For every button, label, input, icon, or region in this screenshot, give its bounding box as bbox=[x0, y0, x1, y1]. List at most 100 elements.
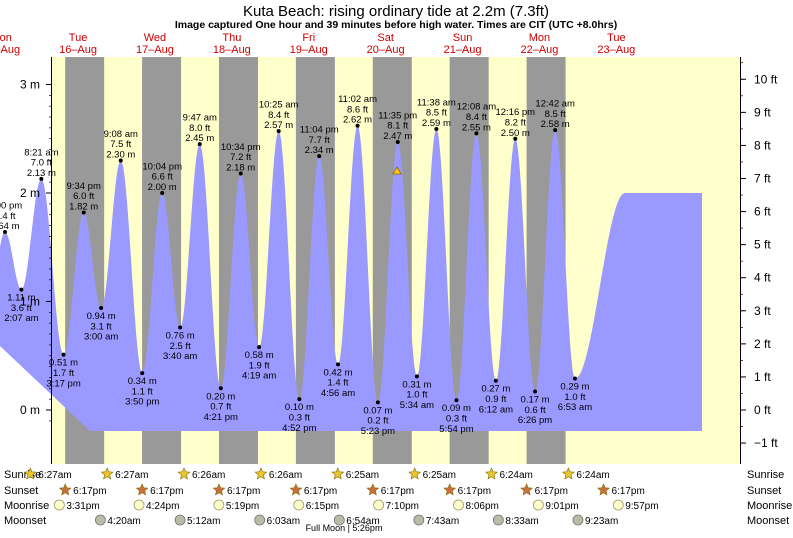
day-date: 15–Aug bbox=[0, 44, 20, 56]
right-axis-tick-label: −1 ft bbox=[754, 436, 778, 450]
sunrise-time: 6:26am bbox=[269, 470, 302, 481]
right-axis-tick-label: 3 ft bbox=[754, 304, 771, 318]
high-tide-point bbox=[553, 128, 558, 133]
high-tide-point bbox=[395, 140, 400, 145]
moonset-icon bbox=[492, 514, 504, 526]
high-tide-ft: 8.2 ft bbox=[505, 117, 526, 128]
moonset-time: 7:43am bbox=[426, 516, 459, 527]
low-tide-point bbox=[99, 306, 104, 311]
high-tide-time: 12:08 am bbox=[457, 102, 497, 113]
sunrise-icon bbox=[485, 467, 498, 480]
moonrise-time: 5:19pm bbox=[226, 501, 259, 512]
sunrise-time: 6:27am bbox=[115, 470, 148, 481]
low-tide-m: 0.42 m bbox=[323, 367, 352, 378]
sunrise-icon bbox=[254, 467, 268, 480]
day-name: Wed bbox=[144, 32, 166, 44]
moonrise-icon bbox=[532, 499, 544, 511]
moonrise-icon bbox=[612, 499, 624, 511]
low-tide-m: 0.31 m bbox=[402, 379, 431, 390]
day-name: Tue bbox=[69, 32, 88, 44]
low-tide-point bbox=[178, 325, 183, 330]
high-tide-ft: 8.4 ft bbox=[268, 110, 289, 121]
sunrise-icon bbox=[408, 467, 422, 480]
high-tide-m: 2.13 m bbox=[27, 168, 56, 179]
low-tide-ft: 1.0 ft bbox=[406, 390, 427, 401]
high-tide-time: 12:42 am bbox=[535, 98, 575, 109]
low-tide-ft: 1.1 ft bbox=[132, 386, 153, 397]
sunrise-icon bbox=[23, 467, 37, 480]
low-tide-time: 6:26 pm bbox=[518, 415, 552, 426]
high-tide-m: 1.82 m bbox=[69, 202, 98, 213]
low-tide-point bbox=[257, 345, 262, 350]
row-label-right: Sunset bbox=[747, 485, 781, 497]
right-axis-tick-label: 7 ft bbox=[754, 172, 771, 186]
high-tide-ft: 8.5 ft bbox=[545, 109, 566, 120]
moonset-icon bbox=[254, 514, 266, 526]
chart-subtitle: Image captured One hour and 39 minutes b… bbox=[175, 19, 617, 31]
low-tide-m: 0.10 m bbox=[285, 402, 314, 413]
extreme-labels: 1.64 m5.4 ft9:00 pm 1.11 m3.6 ft2:07 am 2.… bbox=[0, 94, 592, 437]
right-axis: −1 ft 0 ft 1 ft 2 ft 3 ft 4 ft 5 ft 6 ft 7 ft 8 f… bbox=[740, 57, 778, 464]
row-label-right: Moonrise bbox=[747, 500, 792, 512]
moonrise-icon bbox=[133, 499, 145, 511]
day-date: 17–Aug bbox=[136, 44, 174, 56]
right-axis-tick-label: 9 ft bbox=[754, 105, 771, 119]
low-tide-m: 0.07 m bbox=[363, 405, 392, 416]
low-tide-point bbox=[375, 400, 380, 405]
left-axis-tick-label: 3 m bbox=[20, 78, 40, 92]
low-tide-point bbox=[19, 287, 24, 292]
sunset-icon bbox=[212, 483, 226, 496]
sun-moon-rows: Full Moon | 5:26pm Sunrise Sunrise Sunset S… bbox=[4, 467, 792, 533]
sunrise-time: 6:27am bbox=[38, 470, 71, 481]
high-tide-ft: 8.4 ft bbox=[466, 112, 487, 123]
sunset-icon bbox=[58, 483, 72, 496]
low-tide-point bbox=[454, 398, 459, 403]
high-tide-point bbox=[276, 129, 281, 134]
day-name: Sun bbox=[453, 32, 473, 44]
current-tide-marker-icon bbox=[392, 166, 402, 175]
low-tide-ft: 0.3 ft bbox=[289, 412, 310, 423]
moonset-icon bbox=[94, 514, 106, 526]
low-tide-point bbox=[493, 378, 498, 383]
high-tide-time: 9:47 am bbox=[183, 113, 217, 124]
sunset-time: 6:17pm bbox=[611, 486, 644, 497]
sunset-time: 6:17pm bbox=[381, 486, 414, 497]
high-tide-m: 2.57 m bbox=[264, 120, 293, 131]
low-tide-m: 0.94 m bbox=[87, 311, 116, 322]
high-tide-ft: 7.2 ft bbox=[230, 152, 251, 163]
high-tide-point bbox=[317, 154, 322, 159]
high-tide-time: 9:00 pm bbox=[0, 200, 22, 211]
low-tide-time: 6:53 am bbox=[558, 402, 592, 413]
sunset-icon bbox=[597, 483, 610, 496]
left-axis-tick-label: 2 m bbox=[20, 186, 40, 200]
moonset-time: 4:20am bbox=[107, 516, 140, 527]
high-tide-m: 2.00 m bbox=[148, 182, 177, 193]
high-tide-point bbox=[118, 158, 123, 163]
low-tide-time: 4:21 pm bbox=[204, 412, 238, 423]
moonset-icon bbox=[333, 514, 345, 526]
low-tide-m: 1.11 m bbox=[7, 293, 35, 304]
plot-area: 1.64 m5.4 ft9:00 pm 1.11 m3.6 ft2:07 am 2.… bbox=[0, 57, 740, 464]
day-name: Mon bbox=[529, 32, 550, 44]
low-tide-m: 0.20 m bbox=[206, 391, 235, 402]
moonrise-time: 3:31pm bbox=[66, 501, 99, 512]
moonset-time: 9:23am bbox=[585, 516, 618, 527]
high-tide-ft: 6.6 ft bbox=[152, 172, 173, 183]
moonrise-icon bbox=[293, 499, 305, 511]
high-tide-ft: 8.5 ft bbox=[426, 108, 447, 119]
low-tide-ft: 1.0 ft bbox=[564, 392, 585, 403]
low-tide-m: 0.58 m bbox=[245, 350, 274, 361]
water-area bbox=[0, 126, 702, 431]
high-tide-m: 2.50 m bbox=[501, 128, 530, 139]
low-tide-time: 5:54 pm bbox=[439, 424, 473, 435]
low-tide-time: 4:19 am bbox=[242, 371, 276, 382]
sunset-icon bbox=[443, 483, 457, 496]
low-tide-point bbox=[572, 376, 577, 381]
low-tide-time: 5:34 am bbox=[400, 400, 434, 411]
high-tide-point bbox=[474, 131, 479, 136]
low-tide-time: 4:52 pm bbox=[282, 423, 316, 434]
high-tide-m: 2.30 m bbox=[106, 149, 135, 160]
low-tide-ft: 2.5 ft bbox=[170, 341, 191, 352]
day-name: Mon bbox=[0, 32, 12, 44]
low-tide-point bbox=[61, 352, 66, 357]
